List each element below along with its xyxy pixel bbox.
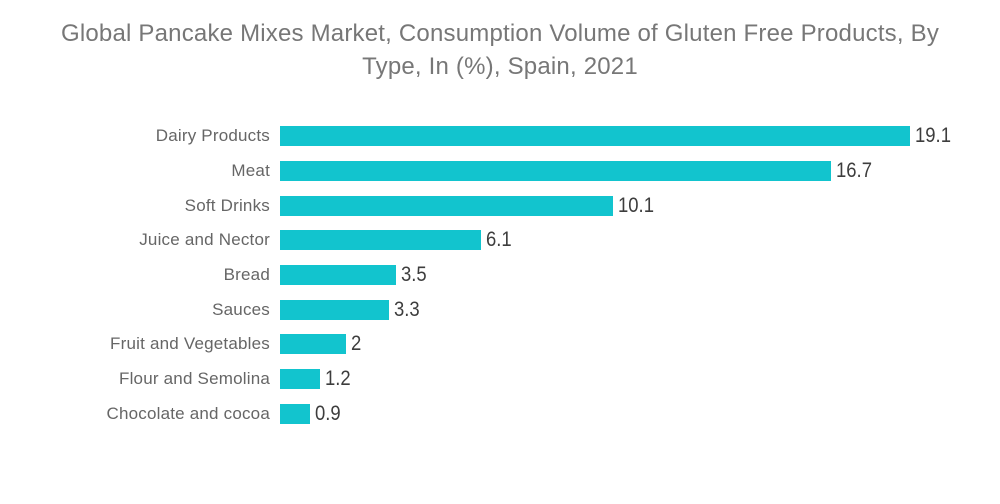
- bar-row: Sauces 3.3: [0, 292, 1000, 327]
- category-label: Meat: [231, 161, 270, 181]
- category-label: Dairy Products: [155, 126, 270, 146]
- bar: [280, 230, 482, 251]
- chart-title: Global Pancake Mixes Market, Consumption…: [0, 0, 1000, 83]
- category-label: Bread: [223, 265, 270, 285]
- value-label: 0.9: [314, 401, 341, 425]
- category-label: Chocolate and cocoa: [106, 403, 270, 423]
- bar: [280, 334, 346, 355]
- category-label: Fruit and Vegetables: [110, 334, 270, 354]
- bar: [280, 403, 310, 424]
- bar-row: Dairy Products 19.1: [0, 119, 1000, 154]
- bar-chart: Dairy Products 19.1 Meat 16.7 Soft Drink…: [0, 119, 1000, 431]
- category-label: Soft Drinks: [184, 195, 270, 215]
- bar: [280, 265, 396, 286]
- chart-title-line-1: Global Pancake Mixes Market, Consumption…: [60, 20, 940, 47]
- bar-row: Soft Drinks 10.1: [0, 188, 1000, 223]
- value-label: 19.1: [915, 124, 952, 148]
- category-label: Flour and Semolina: [118, 369, 270, 389]
- bar: [280, 195, 614, 216]
- bar: [280, 161, 832, 182]
- value-label: 3.3: [393, 297, 420, 321]
- bar: [280, 299, 389, 320]
- value-label: 1.2: [324, 367, 351, 391]
- bar: [280, 126, 911, 147]
- bar-row: Flour and Semolina 1.2: [0, 362, 1000, 397]
- chart-title-line-2: Type, In (%), Spain, 2021: [362, 53, 638, 80]
- category-label: Sauces: [212, 299, 270, 319]
- value-label: 10.1: [618, 193, 655, 217]
- value-label: 16.7: [836, 159, 873, 183]
- value-label: 2: [351, 332, 362, 356]
- bar-row: Chocolate and cocoa 0.9: [0, 397, 1000, 432]
- value-label: 6.1: [486, 228, 512, 252]
- bar-row: Juice and Nector 6.1: [0, 223, 1000, 258]
- bar-row: Bread 3.5: [0, 258, 1000, 293]
- category-label: Juice and Nector: [139, 230, 270, 250]
- value-label: 3.5: [400, 263, 427, 287]
- bar-row: Meat 16.7: [0, 154, 1000, 189]
- bar-row: Fruit and Vegetables 2: [0, 327, 1000, 362]
- bar: [280, 369, 320, 390]
